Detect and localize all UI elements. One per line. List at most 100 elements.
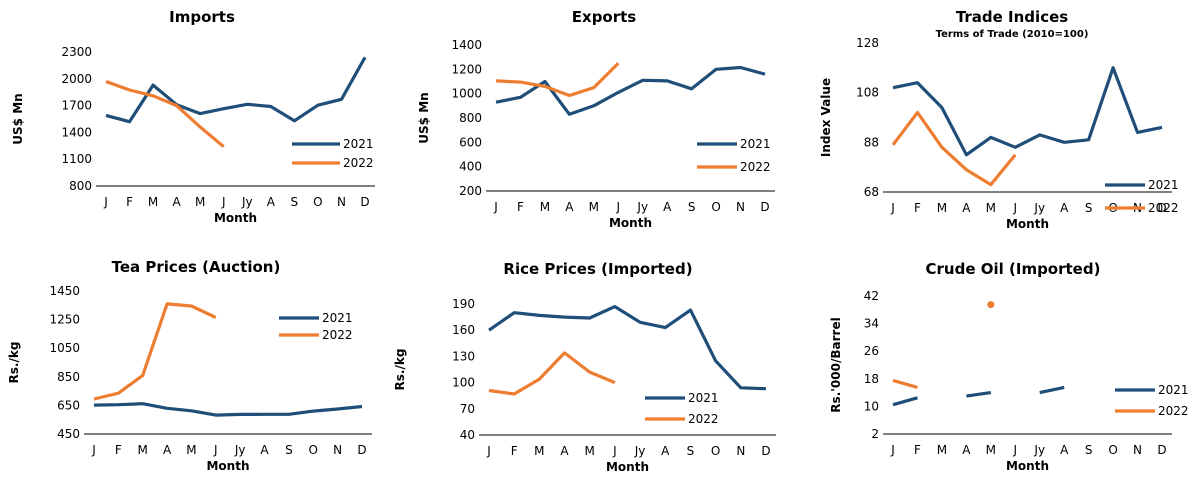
x-tick-label: A xyxy=(163,443,172,457)
series-2021-line xyxy=(488,305,767,391)
series-2021-line xyxy=(495,65,766,116)
x-tick-label: M xyxy=(589,200,599,214)
y-tick-label: 26 xyxy=(864,344,879,358)
x-tick-label: M xyxy=(937,443,947,457)
legend-label-2022: 2022 xyxy=(1148,201,1179,215)
chart-4: Tea Prices (Auction) 450 650 850 1050 1250 145… xyxy=(7,258,372,473)
y-tick-label: 2 xyxy=(871,427,879,441)
x-tick-label: M xyxy=(534,444,544,458)
x-tick-label: A xyxy=(260,443,269,457)
series-2022-line xyxy=(891,110,1017,187)
series-2021-line xyxy=(892,66,1163,157)
x-tick-label: S xyxy=(687,444,695,458)
y-tick-label: 800 xyxy=(459,111,482,125)
legend-label-2022: 2022 xyxy=(343,156,374,170)
y-axis-label: Index Value xyxy=(819,78,833,157)
y-tick-label: 2300 xyxy=(61,45,92,59)
x-tick-label: M xyxy=(585,444,595,458)
y-tick-label: 100 xyxy=(452,376,475,390)
x-tick-label: A xyxy=(1060,201,1069,215)
x-tick-label: D xyxy=(760,200,769,214)
x-tick-label: O xyxy=(711,200,720,214)
y-tick-label: 650 xyxy=(57,398,80,412)
chart-2: Exports 200 400 600 800 1000 1200 1400 J F M A M J Jy A… xyxy=(417,8,775,230)
legend-label-2021: 2021 xyxy=(322,311,353,325)
x-tick-label: M xyxy=(138,443,148,457)
x-tick-label: J xyxy=(890,201,895,215)
series-2022-line xyxy=(93,302,217,401)
legend-label-2021: 2021 xyxy=(740,137,771,151)
x-tick-label: M xyxy=(540,200,550,214)
x-tick-label: J xyxy=(91,443,96,457)
legend-label-2021: 2021 xyxy=(688,391,719,405)
x-tick-label: Jy xyxy=(234,443,246,457)
x-tick-label: J xyxy=(1012,201,1017,215)
x-tick-label: O xyxy=(309,443,318,457)
x-tick-label: J xyxy=(615,200,620,214)
y-tick-label: 1000 xyxy=(451,87,482,101)
y-tick-label: 70 xyxy=(460,402,475,416)
y-tick-label: 450 xyxy=(57,427,80,441)
y-axis-label: US$ Mn xyxy=(11,93,25,144)
x-tick-label: A xyxy=(560,444,569,458)
x-tick-label: S xyxy=(1085,443,1093,457)
y-tick-label: 1400 xyxy=(451,38,482,52)
x-tick-label: J xyxy=(103,195,108,209)
x-axis-label: Month xyxy=(214,211,257,225)
chart-title: Crude Oil (Imported) xyxy=(926,260,1101,278)
x-tick-label: O xyxy=(313,195,322,209)
x-tick-label: D xyxy=(1157,201,1166,215)
x-tick-label: A xyxy=(962,201,971,215)
x-axis-label: Month xyxy=(1006,217,1049,231)
x-tick-label: J xyxy=(612,444,617,458)
x-tick-label: J xyxy=(890,443,895,457)
legend-label-2022: 2022 xyxy=(322,328,353,342)
x-axis-label: Month xyxy=(606,460,649,474)
series-2021-line xyxy=(105,56,367,124)
x-tick-label: M xyxy=(937,201,947,215)
chart-6: Crude Oil (Imported) 2 10 18 26 34 42 J F M A M J Jy A… xyxy=(829,260,1189,473)
series-2021-line xyxy=(93,402,363,417)
chart-5: Rice Prices (Imported) 40 70 100 130 160 190 J F… xyxy=(393,260,776,474)
chart-subtitle: Terms of Trade (2010=100) xyxy=(936,29,1089,40)
y-axis-label: US$ Mn xyxy=(417,92,431,143)
x-tick-label: A xyxy=(173,195,182,209)
x-tick-label: A xyxy=(1060,443,1069,457)
x-tick-label: F xyxy=(517,200,524,214)
series-2022-line xyxy=(105,79,225,148)
chart-title: Rice Prices (Imported) xyxy=(503,260,692,278)
x-tick-label: Jy xyxy=(241,195,253,209)
x-tick-label: S xyxy=(291,195,299,209)
y-tick-label: 850 xyxy=(57,370,80,384)
y-tick-label: 1700 xyxy=(61,99,92,113)
x-tick-label: M xyxy=(186,443,196,457)
chart-title: Exports xyxy=(572,8,637,26)
x-axis-label: Month xyxy=(1006,459,1049,473)
x-axis-label: Month xyxy=(609,216,652,230)
x-tick-label: Jy xyxy=(1033,443,1045,457)
x-tick-label: O xyxy=(711,444,720,458)
y-tick-label: 160 xyxy=(452,323,475,337)
y-tick-label: 130 xyxy=(452,349,475,363)
y-tick-label: 600 xyxy=(459,135,482,149)
y-tick-label: 18 xyxy=(864,372,879,386)
chart-title: Imports xyxy=(169,8,235,26)
y-axis-label: Rs./kg xyxy=(7,342,21,384)
series-2022-point xyxy=(987,301,995,309)
chart-title: Trade Indices xyxy=(956,8,1068,26)
x-tick-label: D xyxy=(1157,443,1166,457)
x-tick-label: D xyxy=(357,443,366,457)
x-tick-label: M xyxy=(195,195,205,209)
x-tick-label: F xyxy=(126,195,133,209)
y-tick-label: 2000 xyxy=(61,72,92,86)
x-tick-label: D xyxy=(360,195,369,209)
x-tick-label: J xyxy=(493,200,498,214)
x-tick-label: S xyxy=(688,200,696,214)
x-tick-label: A xyxy=(663,200,672,214)
x-tick-label: F xyxy=(115,443,122,457)
x-tick-label: J xyxy=(1012,443,1017,457)
y-tick-label: 40 xyxy=(460,428,475,442)
legend-label-2021: 2021 xyxy=(1148,178,1179,192)
x-tick-label: O xyxy=(1108,443,1117,457)
legend-label-2021: 2021 xyxy=(343,137,374,151)
